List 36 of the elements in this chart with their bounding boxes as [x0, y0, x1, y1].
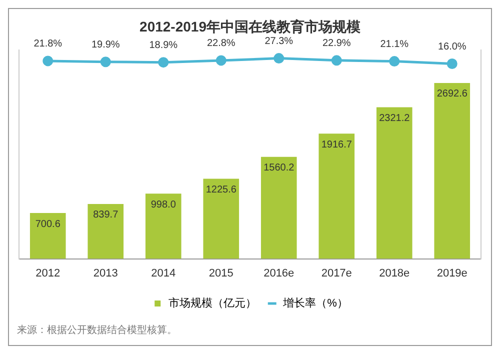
chart-title: 2012-2019年中国在线教育市场规模 [140, 18, 362, 34]
data-label: 1560.2 [264, 162, 295, 174]
x-tick-label: 2016e [264, 267, 294, 280]
bar [376, 107, 412, 259]
data-label: 2692.6 [436, 88, 468, 100]
x-tick-label: 2019e [436, 267, 468, 280]
bar [88, 204, 124, 259]
data-label: 2321.2 [379, 112, 410, 124]
x-tick-label: 2017e [321, 267, 352, 280]
data-label: 22.8% [206, 38, 236, 50]
data-label: 839.7 [93, 210, 119, 221]
bar [318, 134, 355, 259]
bar [30, 213, 66, 259]
bar [434, 82, 470, 259]
data-label: 1225.6 [206, 184, 237, 196]
data-label: 21.1% [380, 39, 409, 50]
x-tick-label: 2015 [208, 267, 234, 280]
x-tick-label: 2018e [379, 267, 410, 280]
bar [260, 156, 297, 259]
data-label: 998.0 [150, 199, 176, 210]
x-tick-label: 2014 [151, 267, 176, 280]
legend-label: 增长率（%） [282, 296, 348, 310]
data-label: 16.0% [438, 41, 466, 52]
bar [145, 194, 182, 259]
x-tick-label: 2013 [93, 267, 118, 280]
data-label: 700.6 [35, 218, 61, 230]
data-label: 22.9% [322, 38, 351, 50]
data-label: 19.9% [91, 40, 120, 51]
x-tick-label: 2012 [36, 267, 60, 280]
legend-label: 市场规模（亿元） [168, 296, 257, 310]
data-label: 1916.7 [321, 139, 352, 150]
source-note: 来源：根据公开数据结合模型核算。 [16, 324, 178, 338]
data-label: 18.9% [149, 40, 178, 52]
data-label: 21.8% [34, 38, 62, 50]
bar [203, 178, 240, 259]
data-label: 27.3% [264, 36, 294, 48]
